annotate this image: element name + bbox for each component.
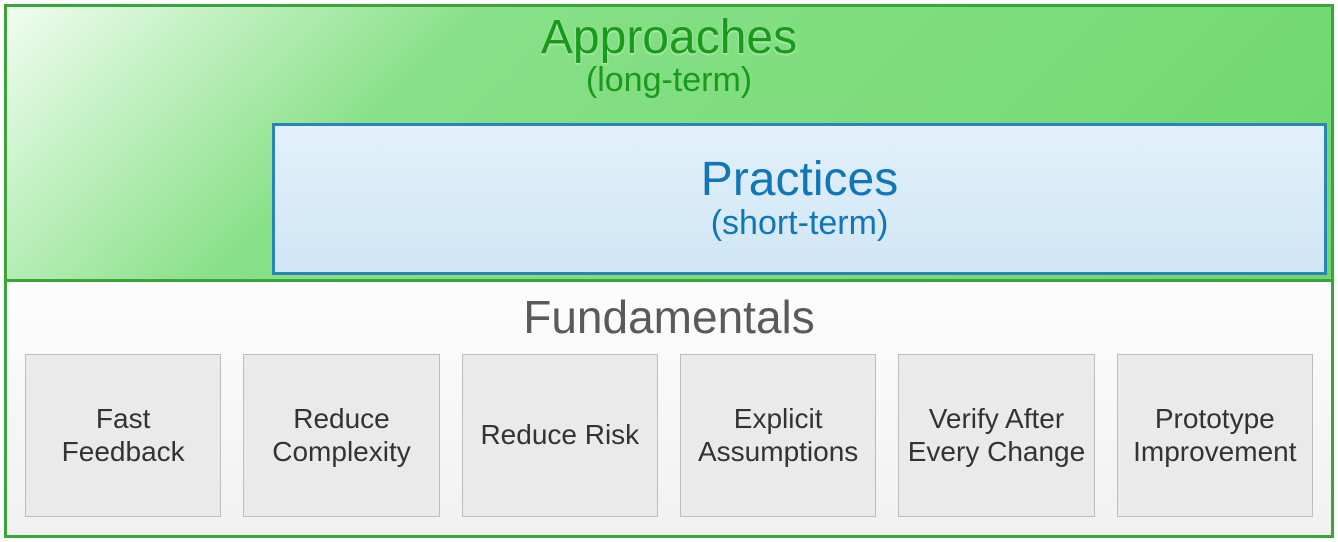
approaches-title: Approaches [7,13,1331,63]
fundamentals-layer: Fundamentals Fast Feedback Reduce Comple… [7,282,1331,535]
practices-layer: Practices (short-term) [272,123,1327,275]
practices-title: Practices [275,155,1324,205]
fundamental-item: Fast Feedback [25,354,221,517]
fundamental-item: Reduce Complexity [243,354,439,517]
fundamental-item: Explicit Assumptions [680,354,876,517]
approaches-layer: Approaches (long-term) Practices (short-… [7,7,1331,282]
approaches-subtitle: (long-term) [7,61,1331,100]
fundamental-item: Reduce Risk [462,354,658,517]
fundamentals-title: Fundamentals [25,290,1313,344]
diagram-container: Approaches (long-term) Practices (short-… [4,4,1334,538]
practices-subtitle: (short-term) [275,204,1324,243]
fundamental-item: Prototype Improvement [1117,354,1313,517]
fundamental-item: Verify After Every Change [898,354,1094,517]
fundamentals-row: Fast Feedback Reduce Complexity Reduce R… [25,354,1313,517]
approaches-header: Approaches (long-term) [7,7,1331,100]
